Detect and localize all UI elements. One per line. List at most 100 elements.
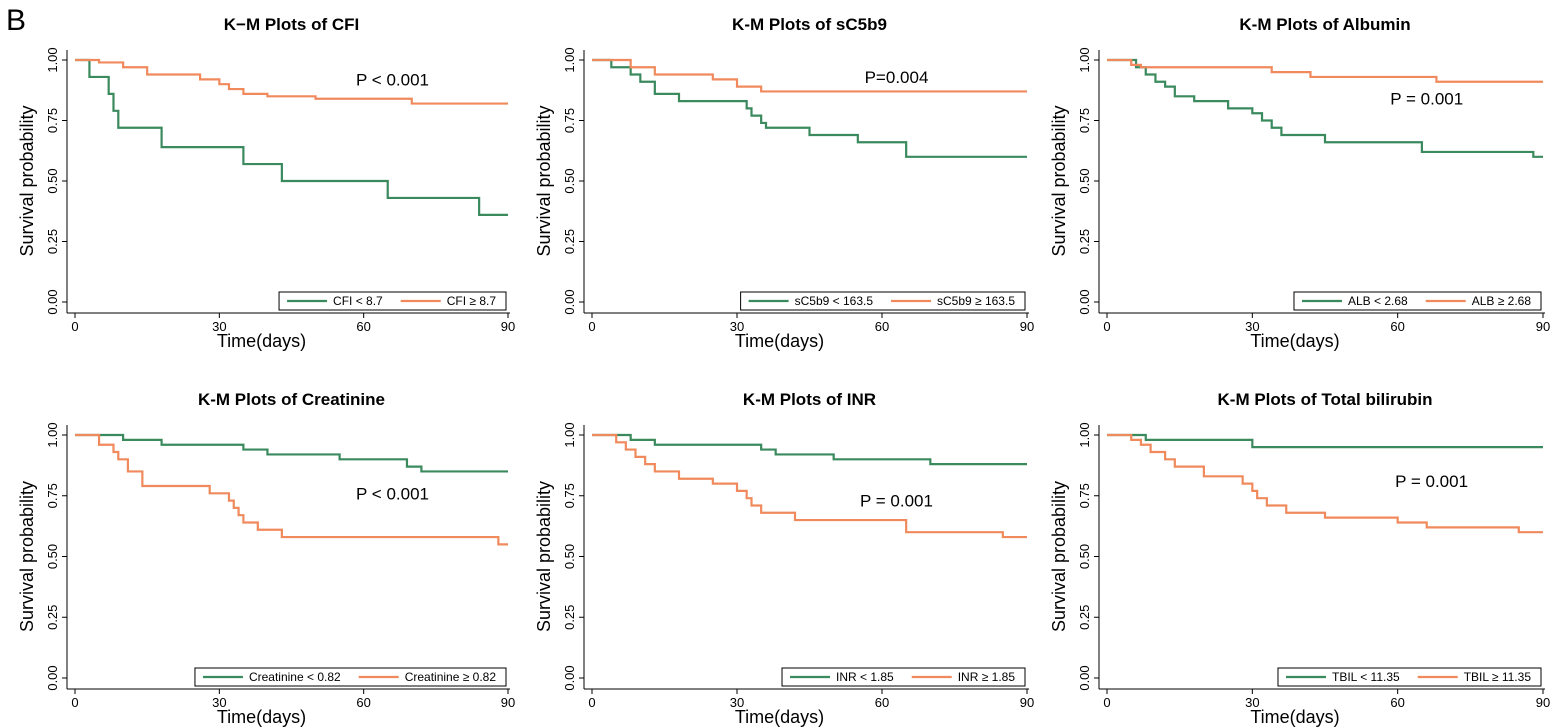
x-tick-label: 30 [212,695,226,710]
x-axis-label: Time(days) [217,707,306,727]
y-axis-label: Survival probability [17,481,37,632]
survival-curve [1107,58,1543,158]
legend: INR < 1.85 INR ≥ 1.85 [781,667,1026,687]
y-tick-label: 0.00 [1077,665,1092,690]
legend: TBIL < 11.35 TBIL ≥ 11.35 [1277,667,1542,687]
x-tick-label: 90 [1020,319,1034,334]
y-tick-label: 0.00 [562,289,577,314]
x-tick-label: 90 [1536,695,1550,710]
y-tick-label: 0.50 [45,544,60,569]
y-tick-label: 0.75 [45,108,60,133]
x-tick-label: 60 [1390,319,1404,334]
survival-curve [592,58,1027,93]
legend-box [1277,667,1542,687]
p-value: P < 0.001 [356,484,429,503]
y-tick-label: 0.50 [562,168,577,193]
x-axis-label: Time(days) [1250,707,1339,727]
legend: sC5b9 < 163.5 sC5b9 ≥ 163.5 [740,291,1026,311]
y-tick-label: 0.75 [1077,483,1092,508]
x-tick-label: 90 [501,319,515,334]
y-tick-label: 1.00 [1077,47,1092,72]
legend: Creatinine < 0.82 Creatinine ≥ 0.82 [194,667,507,687]
y-tick-label: 1.00 [1077,422,1092,447]
legend-label: INR < 1.85 [836,670,894,684]
x-tick-label: 60 [356,695,370,710]
legend-box [278,291,507,311]
y-axis-label: Survival probability [534,481,554,632]
x-tick-label: 90 [501,695,515,710]
y-tick-label: 0.75 [1077,108,1092,133]
x-tick-label: 90 [1020,695,1034,710]
x-tick-label: 60 [875,695,889,710]
survival-curve [75,58,508,105]
x-axis-label: Time(days) [1250,331,1339,351]
x-tick-label: 0 [1103,695,1110,710]
legend-label: INR ≥ 1.85 [958,670,1016,684]
panel: K-M Plots of Total bilirubin 0.00 0.25 0.50… [1049,390,1550,727]
legend-label: CFI ≥ 8.7 [447,294,497,308]
x-tick-label: 30 [212,319,226,334]
panel: K-M Plots of Creatinine 0.00 0.25 0.50 0.75 1… [17,390,515,727]
y-tick-label: 0.50 [45,168,60,193]
survival-curve [592,58,1027,158]
x-tick-label: 0 [588,695,595,710]
chart-title: K-M Plots of Creatinine [198,390,385,409]
legend-label: sC5b9 ≥ 163.5 [937,294,1015,308]
panel: K−M Plots of CFI 0.00 0.25 0.50 0.75 1.00 0 30 6… [17,15,515,351]
chart-title: K-M Plots of Total bilirubin [1218,390,1433,409]
p-value: P = 0.001 [1395,472,1468,491]
y-tick-label: 0.25 [45,605,60,630]
p-value: P < 0.001 [356,70,429,89]
y-tick-label: 0.25 [562,229,577,254]
y-tick-label: 1.00 [45,47,60,72]
y-tick-label: 0.75 [562,108,577,133]
p-value: P = 0.001 [1390,90,1463,109]
y-tick-label: 0.50 [1077,168,1092,193]
y-tick-label: 0.00 [1077,289,1092,314]
survival-curve [75,433,508,473]
chart-title: K-M Plots of Albumin [1239,15,1410,34]
y-tick-label: 0.75 [562,483,577,508]
survival-curve [592,433,1027,539]
x-tick-label: 0 [71,695,78,710]
y-tick-label: 0.25 [45,229,60,254]
p-value: P = 0.001 [860,492,933,511]
y-tick-label: 1.00 [45,422,60,447]
y-tick-label: 0.00 [45,665,60,690]
p-value: P=0.004 [865,68,929,87]
legend-box [740,291,1026,311]
legend-label: ALB ≥ 2.68 [1472,294,1532,308]
x-tick-label: 60 [875,319,889,334]
legend-box [781,667,1026,687]
x-axis-label: Time(days) [217,331,306,351]
survival-curve [592,433,1027,466]
x-tick-label: 0 [588,319,595,334]
x-tick-label: 60 [1390,695,1404,710]
x-tick-label: 30 [1245,319,1259,334]
legend-label: CFI < 8.7 [333,294,383,308]
survival-curve [75,58,508,216]
x-tick-label: 0 [71,319,78,334]
survival-curve [1107,433,1543,534]
legend-label: Creatinine < 0.82 [249,670,341,684]
chart-title: K−M Plots of CFI [224,15,360,34]
panel: K-M Plots of INR 0.00 0.25 0.50 0.75 1.00 0 30 6… [534,390,1034,727]
y-tick-label: 1.00 [562,422,577,447]
y-tick-label: 0.00 [45,289,60,314]
legend-box [194,667,507,687]
chart-title: K-M Plots of sC5b9 [732,15,887,34]
chart-title: K-M Plots of INR [743,390,876,409]
legend-label: sC5b9 < 163.5 [795,294,874,308]
y-tick-label: 0.00 [562,665,577,690]
panel: K-M Plots of Albumin 0.00 0.25 0.50 0.75 1.00… [1049,15,1550,351]
survival-curve [1107,58,1543,83]
y-tick-label: 1.00 [562,47,577,72]
x-tick-label: 30 [730,319,744,334]
y-axis-label: Survival probability [534,105,554,256]
panel-label: B [6,4,26,37]
legend: CFI < 8.7 CFI ≥ 8.7 [278,291,507,311]
y-tick-label: 0.25 [562,605,577,630]
survival-curve [75,433,508,546]
survival-curve [1107,433,1543,449]
